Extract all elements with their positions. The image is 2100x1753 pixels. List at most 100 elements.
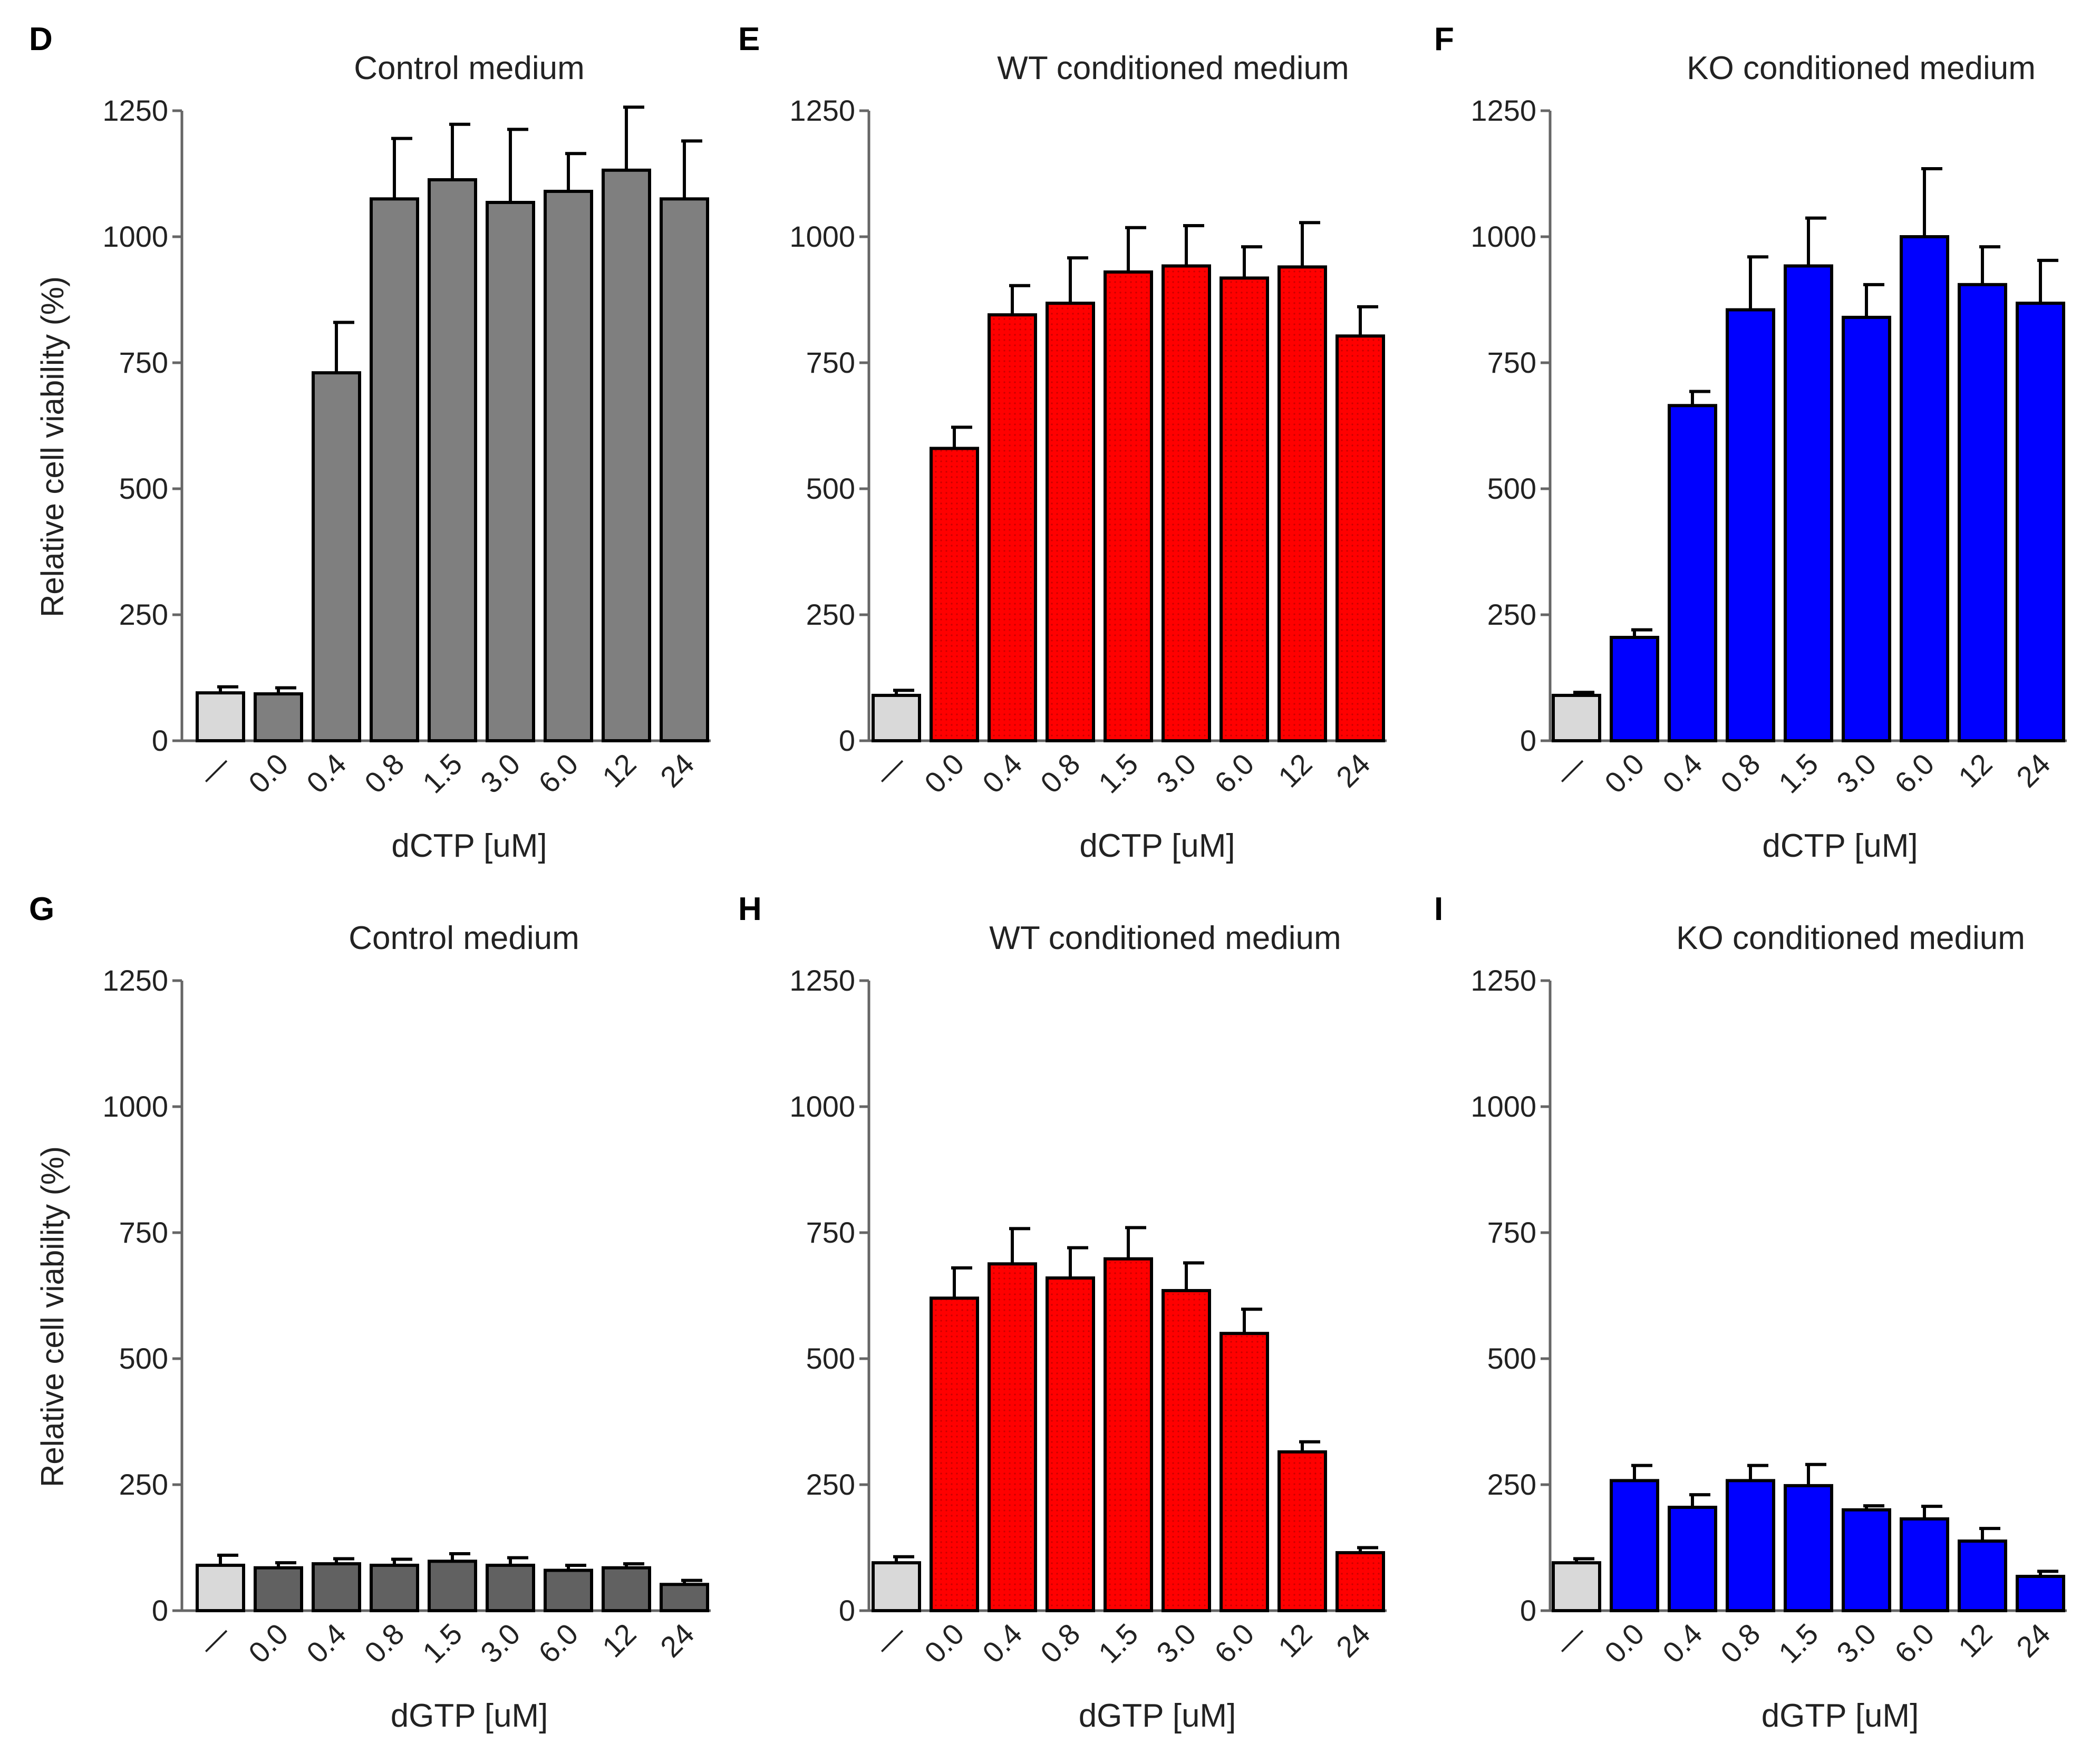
y-tick-label: 0 xyxy=(1520,1594,1536,1627)
chart-panel-g: G Control medium 0 250 500 750 1000 1250 Relativ… xyxy=(29,891,711,1734)
x-tick-label: 3.0 xyxy=(1150,747,1203,800)
chart-title: WT conditioned medium xyxy=(997,50,1349,86)
bar xyxy=(872,693,921,742)
x-tick-label: 3.0 xyxy=(474,747,527,800)
bar xyxy=(1900,1517,1949,1613)
y-axis-label: Relative cell viability (%) xyxy=(35,276,70,617)
x-tick-label: 24 xyxy=(2010,1617,2057,1664)
y-tick-label: 500 xyxy=(1487,472,1536,505)
chart-panel-f: F KO conditioned medium 0 250 500 750 1000 1250… xyxy=(1434,21,2067,864)
panel-letter: H xyxy=(738,891,762,927)
x-tick-label: 12 xyxy=(1952,747,1999,794)
x-tick-label: 1.5 xyxy=(416,747,469,800)
bar xyxy=(2016,1574,2065,1612)
y-tick-label: 250 xyxy=(1487,1468,1536,1501)
panel-letter: I xyxy=(1434,891,1443,927)
bar xyxy=(254,1566,303,1612)
x-tick-label: — xyxy=(1548,1617,1592,1661)
chart-title: KO conditioned medium xyxy=(1676,920,2025,956)
x-tick-label: 12 xyxy=(1272,1617,1319,1664)
x-tick-label: 0.8 xyxy=(358,1617,411,1670)
x-axis-label: dGTP [uM] xyxy=(1762,1698,1919,1734)
bar xyxy=(370,197,419,742)
bar xyxy=(428,178,477,742)
y-tick-label: 250 xyxy=(119,1468,168,1501)
x-tick-label: 0.8 xyxy=(1714,1617,1767,1670)
x-tick-label: — xyxy=(192,1617,236,1661)
x-tick-label: 3.0 xyxy=(474,1617,527,1670)
x-tick-label: 6.0 xyxy=(532,1617,585,1670)
bar xyxy=(544,1568,593,1613)
bar xyxy=(1842,1508,1891,1613)
x-axis-label: dCTP [uM] xyxy=(1079,828,1235,864)
bar-texture xyxy=(1165,267,1208,739)
y-tick-label: 750 xyxy=(1487,346,1536,379)
x-tick-label: 0.8 xyxy=(358,747,411,800)
x-tick-label: 12 xyxy=(1272,747,1319,794)
y-tick-label: 0 xyxy=(152,1594,168,1627)
x-tick-label: 24 xyxy=(654,1617,701,1664)
y-tick-label: 500 xyxy=(1487,1342,1536,1375)
x-tick-label: 0.0 xyxy=(918,1617,971,1670)
chart-title: Control medium xyxy=(354,50,585,86)
x-tick-label: 0.8 xyxy=(1714,747,1767,800)
y-axis-label: Relative cell viability (%) xyxy=(35,1146,70,1487)
y-tick-label: 500 xyxy=(806,472,855,505)
x-axis-label: dGTP [uM] xyxy=(1079,1698,1236,1734)
panel-letter: E xyxy=(738,21,760,57)
x-tick-label: 0.4 xyxy=(1656,747,1709,800)
y-tick-label: 500 xyxy=(119,472,168,505)
x-tick-label: 12 xyxy=(596,747,643,794)
bar xyxy=(1784,1484,1833,1613)
bar-texture xyxy=(991,1265,1034,1609)
panel-letter: G xyxy=(29,891,54,927)
x-tick-label: 0.4 xyxy=(976,747,1029,800)
y-tick-label: 1000 xyxy=(102,1090,168,1123)
x-tick-label: 6.0 xyxy=(1208,747,1261,800)
x-tick-label: — xyxy=(868,1617,912,1661)
bar xyxy=(1610,1479,1659,1613)
bar-texture xyxy=(933,450,976,739)
x-tick-label: — xyxy=(1548,747,1592,791)
y-tick-label: 1250 xyxy=(789,94,855,127)
bar xyxy=(254,692,303,743)
y-tick-label: 500 xyxy=(806,1342,855,1375)
panel-letter: F xyxy=(1434,21,1454,57)
bar-texture xyxy=(1049,305,1092,739)
y-tick-label: 1250 xyxy=(102,964,168,997)
chart-title: Control medium xyxy=(349,920,579,956)
y-tick-label: 1250 xyxy=(1470,94,1536,127)
chart-panel-d: D Control medium 0 250 500 750 1000 1250 Relativ… xyxy=(29,21,711,864)
x-tick-label: 24 xyxy=(1330,747,1377,794)
bar-texture xyxy=(1107,273,1150,739)
y-tick-label: 750 xyxy=(119,346,168,379)
y-tick-label: 250 xyxy=(806,598,855,631)
bar xyxy=(1842,315,1891,742)
bar xyxy=(1668,404,1717,742)
bar xyxy=(602,168,651,743)
x-tick-label: 24 xyxy=(654,747,701,794)
chart-panel-i: I KO conditioned medium 0 250 500 750 1000 1250… xyxy=(1434,891,2067,1734)
y-tick-label: 1000 xyxy=(1470,1090,1536,1123)
bar xyxy=(660,1583,709,1613)
bar xyxy=(1726,308,1775,742)
bar-texture xyxy=(1281,1453,1324,1609)
y-tick-label: 250 xyxy=(119,598,168,631)
y-tick-label: 750 xyxy=(119,1216,168,1249)
bar-texture xyxy=(933,1300,976,1609)
x-tick-label: 6.0 xyxy=(1888,1617,1941,1670)
x-tick-label: — xyxy=(192,747,236,791)
y-tick-label: 1250 xyxy=(789,964,855,997)
bar xyxy=(660,197,709,742)
bar xyxy=(1668,1506,1717,1613)
bar-texture xyxy=(991,316,1034,739)
x-tick-label: 1.5 xyxy=(1092,1617,1145,1670)
y-tick-label: 0 xyxy=(839,1594,855,1627)
chart-panel-e: E WT conditioned medium 0 250 500 750 1000 1250… xyxy=(738,21,1387,864)
y-tick-label: 0 xyxy=(839,724,855,757)
y-tick-label: 250 xyxy=(806,1468,855,1501)
x-tick-label: 0.0 xyxy=(242,747,295,800)
x-tick-label: 0.4 xyxy=(976,1617,1029,1670)
bar xyxy=(544,189,593,743)
